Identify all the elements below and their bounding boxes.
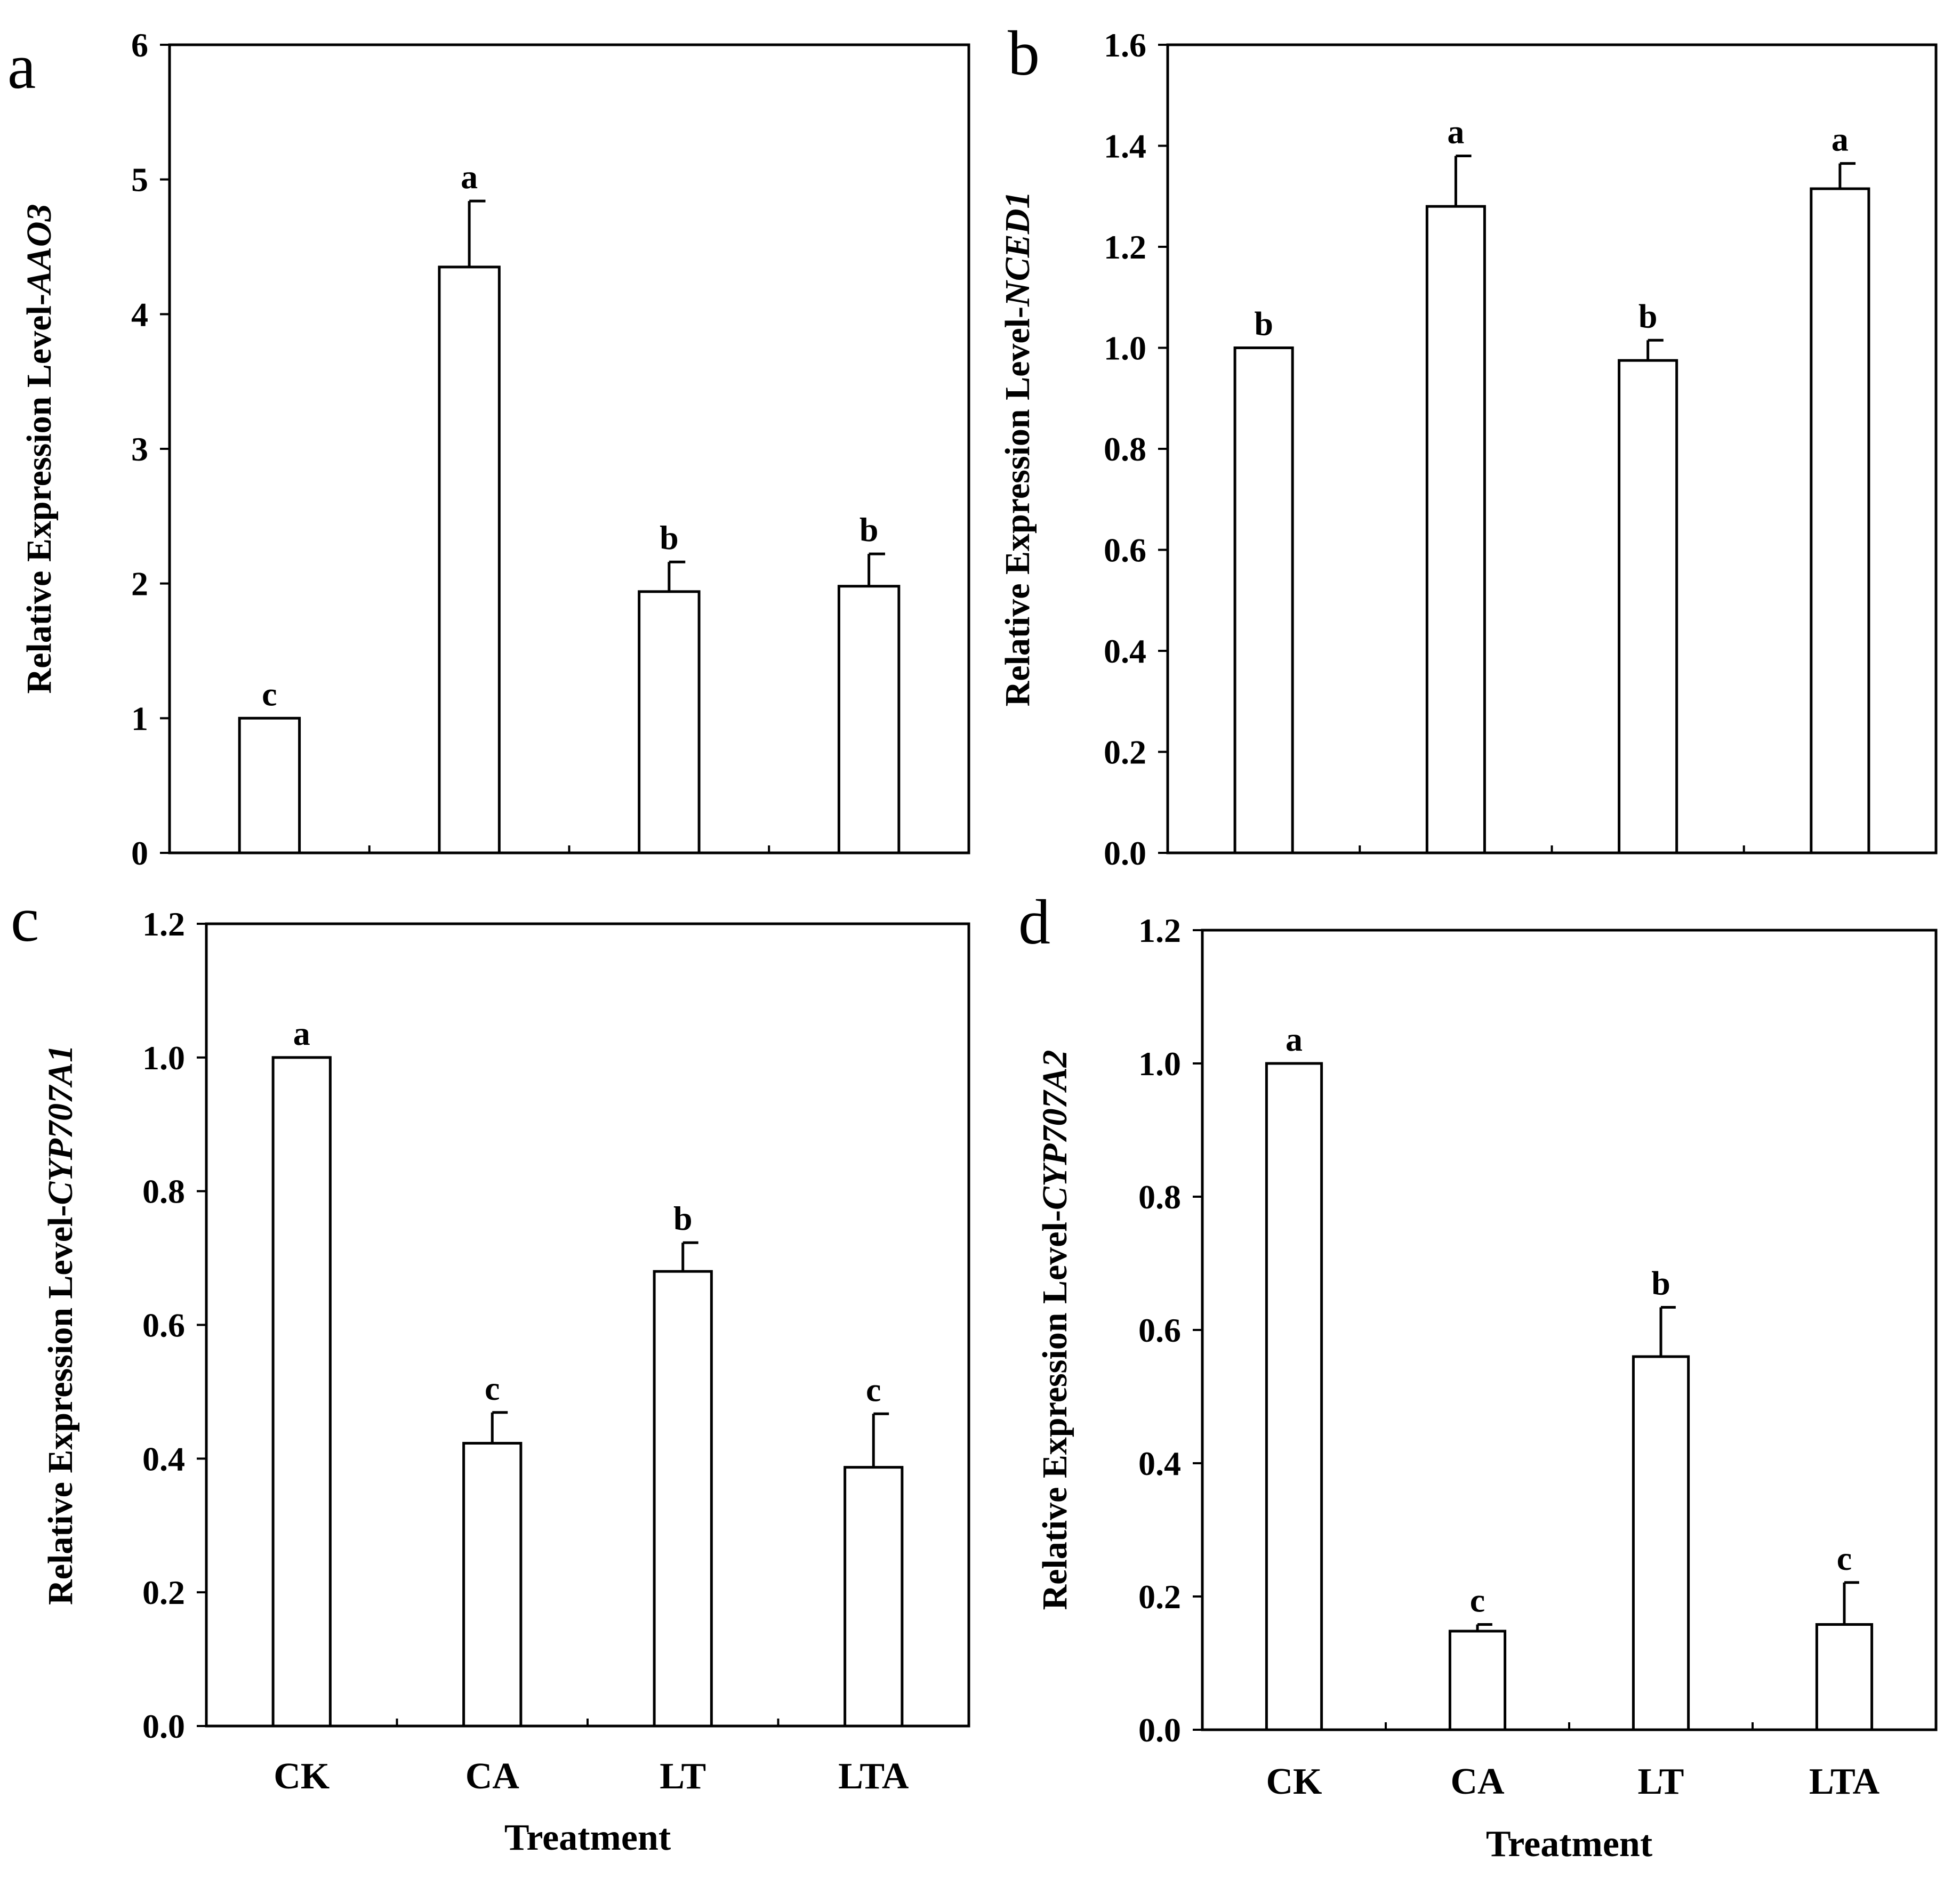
x-category-label: CK [274, 1756, 330, 1797]
y-tick-label: 1.0 [1104, 329, 1146, 367]
y-axis-title-gene: CYP707A1 [41, 1045, 80, 1205]
y-tick-label: 0.0 [1138, 1711, 1181, 1749]
significance-letter: a [1447, 112, 1464, 150]
panel-letter: a [7, 31, 36, 102]
y-axis-title-gene: NCED1 [998, 191, 1037, 307]
y-tick-label: 0.4 [1138, 1445, 1181, 1482]
y-axis-title-prefix: Relative Expression Level- [20, 294, 59, 693]
y-tick-label: 1.2 [1138, 912, 1181, 949]
y-tick-label: 1.2 [1104, 228, 1146, 266]
significance-letter: b [660, 519, 679, 557]
y-tick-label: 0.2 [142, 1574, 185, 1611]
y-tick-label: 0.2 [1104, 733, 1146, 771]
y-tick-label: 3 [131, 430, 148, 468]
y-tick-label: 4 [131, 295, 148, 333]
bar-lt [1632, 1355, 1690, 1731]
significance-letter: a [293, 1014, 310, 1052]
y-tick-label: 0.4 [1104, 632, 1146, 670]
y-tick-label: 1.0 [142, 1039, 185, 1077]
bar-ca [1425, 205, 1486, 854]
significance-letter: c [1470, 1582, 1485, 1619]
panel-letter: b [1008, 18, 1040, 88]
bar-lt [638, 590, 701, 854]
y-tick-label: 1 [131, 699, 148, 737]
bar-ca [1448, 1630, 1507, 1731]
x-category-label: CA [1450, 1761, 1505, 1802]
significance-letter: c [866, 1370, 881, 1408]
significance-letter: b [673, 1199, 693, 1237]
significance-letter: b [1638, 297, 1658, 335]
y-axis-title-prefix: Relative Expression Level- [1035, 1210, 1074, 1610]
x-category-label: LTA [1809, 1761, 1880, 1802]
bar-ca [438, 265, 501, 854]
significance-letter: c [1837, 1539, 1852, 1577]
bar-ck [238, 716, 301, 854]
bar-lt [653, 1270, 713, 1728]
y-axis-title-prefix: Relative Expression Level- [998, 307, 1037, 706]
y-tick-label: 0.6 [142, 1307, 185, 1344]
x-category-label: LT [660, 1756, 706, 1797]
panel-b: b 0.0 0.2 0.4 0.6 0.8 1.0 1.2 1.4 1.6 b a b a Relative… [998, 18, 1938, 872]
y-tick-label: 1.4 [1104, 127, 1146, 165]
y-axis-title: Relative Expression Level-NCED1 [998, 191, 1037, 707]
y-tick-label: 0.8 [142, 1173, 185, 1211]
x-axis-title: Treatment [1486, 1824, 1652, 1865]
bar-ca [462, 1441, 523, 1728]
y-axis-title: Relative Expression Level-CYP707A1 [41, 1045, 80, 1605]
y-tick-label: 2 [131, 565, 148, 603]
significance-letter: a [1832, 120, 1849, 158]
panel-letter: c [11, 884, 39, 955]
x-category-label: LTA [838, 1756, 909, 1797]
significance-letter: c [262, 675, 277, 713]
significance-letter: a [461, 158, 478, 196]
y-tick-label: 0.6 [1104, 531, 1146, 569]
y-axis-title-gene: AAO3 [20, 204, 59, 296]
y-axis-title-prefix: Relative Expression Level- [41, 1205, 80, 1605]
x-category-label: CK [1266, 1761, 1322, 1802]
bar-ck [1265, 1062, 1323, 1731]
x-category-label: LT [1638, 1761, 1684, 1802]
bar-ck [1233, 346, 1294, 854]
x-axis-title: Treatment [504, 1817, 671, 1858]
bar-ck [271, 1056, 332, 1728]
y-tick-label: 0.0 [142, 1707, 185, 1745]
y-tick-label: 0.4 [142, 1440, 185, 1478]
bar-lta [1810, 187, 1870, 854]
y-tick-label: 0.0 [1104, 834, 1146, 872]
panel-c: c 0.0 0.2 0.4 0.6 0.8 1.0 1.2 a CK c CA b LT c LTA Treat… [11, 884, 970, 1858]
y-axis-title: Relative Expression Level-CYP707A2 [1035, 1050, 1074, 1610]
y-tick-label: 1.0 [1138, 1045, 1181, 1083]
y-tick-label: 0 [131, 834, 148, 872]
y-tick-label: 1.6 [1104, 26, 1146, 64]
panel-a: a 0 1 2 3 4 5 6 c a b b Relative Expression Level-AA… [7, 26, 970, 872]
y-tick-label: 0.2 [1138, 1578, 1181, 1616]
y-tick-label: 0.8 [1104, 430, 1146, 468]
significance-letter: c [485, 1369, 500, 1407]
y-tick-label: 0.6 [1138, 1311, 1181, 1349]
significance-letter: a [1286, 1020, 1303, 1058]
y-tick-label: 0.8 [1138, 1178, 1181, 1216]
y-tick-label: 1.2 [142, 905, 185, 943]
significance-letter: b [1651, 1264, 1670, 1302]
significance-letter: b [1254, 305, 1273, 343]
x-category-label: CA [465, 1756, 520, 1797]
bar-lta [844, 1466, 904, 1728]
bar-lta [837, 585, 901, 854]
y-tick-label: 5 [131, 161, 148, 199]
panel-letter: d [1018, 886, 1050, 957]
y-axis-title-gene: CYP707A2 [1035, 1050, 1074, 1210]
panel-d: d 0.0 0.2 0.4 0.6 0.8 1.0 1.2 a CK c CA b LT c LTA Treat… [1018, 886, 1938, 1865]
y-axis-title: Relative Expression Level-AAO3 [20, 204, 59, 693]
bar-lt [1618, 359, 1678, 854]
significance-letter: b [859, 511, 879, 549]
bar-lta [1815, 1623, 1874, 1731]
y-tick-label: 6 [131, 26, 148, 64]
